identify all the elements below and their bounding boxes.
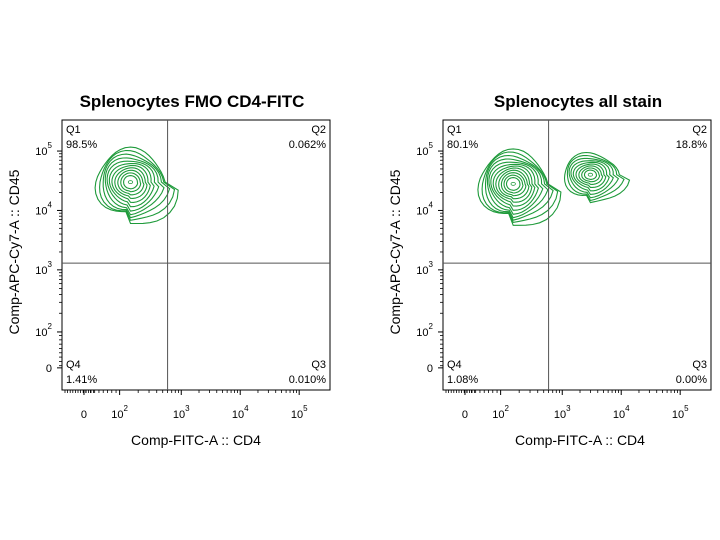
quadrant-name-q3: Q3 (692, 359, 707, 371)
contour-level (120, 172, 142, 193)
quadrant-name-q1: Q1 (447, 124, 462, 136)
contour-level (563, 151, 631, 204)
contour-level (117, 169, 145, 196)
contour-level (114, 167, 148, 199)
y-tick-label: 105 (416, 141, 433, 158)
contour-level (503, 174, 524, 194)
quadrant-percent-q2: 18.8% (676, 139, 707, 151)
x-tick-label: 105 (672, 404, 689, 421)
y-axis-label: Comp-APC-Cy7-A :: CD45 (6, 169, 22, 334)
quadrant-name-q3: Q3 (311, 359, 326, 371)
contour-level (104, 157, 165, 216)
x-tick-label: 103 (173, 404, 190, 421)
contour-level (99, 149, 176, 221)
quadrant-percent-q4: 1.41% (66, 374, 97, 386)
contour-level (570, 160, 614, 195)
contour-level (500, 172, 527, 197)
x-tick-label: 104 (613, 404, 630, 421)
quadrant-percent-q1: 98.5% (66, 139, 97, 151)
contour-peak (510, 181, 516, 186)
contour-level (498, 169, 530, 200)
x-tick-label: 0 (462, 409, 468, 421)
x-tick-label: 102 (492, 404, 509, 421)
y-tick-label: 104 (416, 200, 433, 217)
plot-frame (442, 119, 712, 391)
contour-layer (477, 148, 631, 226)
quadrant-percent-q4: 1.08% (447, 374, 478, 386)
contour-level (102, 153, 171, 219)
x-tick-label: 0 (81, 409, 87, 421)
y-axis-label: Comp-APC-Cy7-A :: CD45 (387, 169, 403, 334)
y-tick-label: 103 (416, 260, 433, 277)
contour-level (581, 167, 601, 183)
contour-peak (127, 180, 134, 185)
chart-panel-all-stain: Splenocytes all stain Comp-APC-Cy7-A :: … (387, 92, 712, 448)
y-tick-label: 103 (35, 260, 52, 277)
x-tick-label: 104 (232, 404, 249, 421)
x-tick-label: 102 (111, 404, 128, 421)
quadrant-name-q2: Q2 (311, 124, 326, 136)
contour-level (486, 158, 549, 219)
contour-layer (94, 146, 179, 225)
contour-level (575, 163, 607, 188)
contour-level (484, 154, 554, 221)
y-tick-label: 102 (416, 322, 433, 339)
y-tick-label: 0 (46, 363, 52, 375)
contour-level (583, 169, 598, 180)
y-tick-label: 104 (35, 200, 52, 217)
x-tick-label: 105 (291, 404, 308, 421)
contour-level (492, 165, 536, 207)
y-tick-label: 0 (427, 363, 433, 375)
contour-level (106, 160, 160, 212)
contour-level (495, 167, 533, 203)
y-tick-label: 105 (35, 141, 52, 158)
contour-level (477, 148, 562, 226)
contour-level (94, 146, 179, 225)
x-tick-label: 103 (554, 404, 571, 421)
y-tick-label: 102 (35, 322, 52, 339)
contour-level (123, 175, 139, 190)
quadrant-name-q2: Q2 (692, 124, 707, 136)
contour-level (490, 163, 540, 211)
quadrant-gate (62, 120, 330, 390)
chart-title: Splenocytes all stain (494, 92, 662, 111)
contour-level (505, 177, 521, 191)
quadrant-labels: Q1 80.1% Q2 18.8% Q3 0.00% Q4 1.08% (447, 124, 707, 386)
contour-level (568, 157, 620, 199)
x-axis-label: Comp-FITC-A :: CD4 (131, 432, 261, 448)
quadrant-name-q1: Q1 (66, 124, 81, 136)
quadrant-percent-q1: 80.1% (447, 139, 478, 151)
contour-level (481, 151, 559, 224)
contour-level (566, 154, 625, 202)
quadrant-name-q4: Q4 (447, 359, 462, 371)
contour-level (108, 162, 155, 208)
contour-level (488, 161, 544, 215)
contour-level (111, 164, 151, 203)
chart-panel-fmo: Splenocytes FMO CD4-FITC Comp-APC-Cy7-A … (6, 92, 331, 448)
quadrant-percent-q3: 0.00% (676, 374, 707, 386)
plot-frame (61, 119, 331, 391)
quadrant-name-q4: Q4 (66, 359, 81, 371)
quadrant-percent-q3: 0.010% (289, 374, 327, 386)
quadrant-percent-q2: 0.062% (289, 139, 327, 151)
chart-title: Splenocytes FMO CD4-FITC (80, 92, 305, 111)
x-axis-label: Comp-FITC-A :: CD4 (515, 432, 645, 448)
quadrant-gate (443, 120, 711, 390)
contour-level (578, 165, 604, 185)
contour-peak (587, 172, 593, 177)
contour-level (572, 161, 610, 192)
quadrant-labels: Q1 98.5% Q2 0.062% Q3 0.010% Q4 1.41% (66, 124, 326, 386)
